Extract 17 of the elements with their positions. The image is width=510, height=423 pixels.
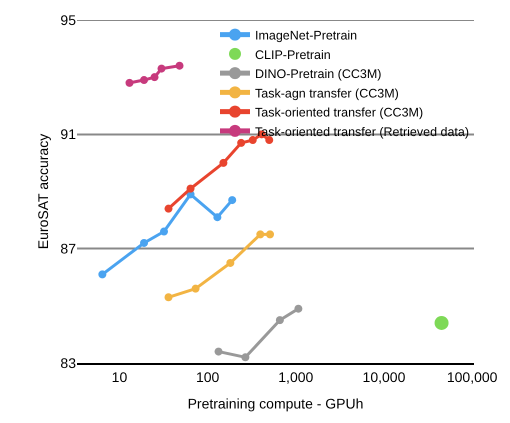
x-axis-title: Pretraining compute - GPUh — [188, 396, 364, 412]
x-tick-label: 100,000 — [446, 368, 498, 385]
y-tick-label: 83 — [60, 354, 76, 371]
x-tick-label: 10,000 — [362, 368, 406, 385]
y-tick-label: 87 — [60, 240, 76, 257]
legend-label: CLIP-Pretrain — [255, 48, 331, 62]
legend-label: Task-oriented transfer (CC3M) — [255, 106, 424, 120]
legend-label: DINO-Pretrain (CC3M) — [255, 67, 382, 81]
legend-label: Task-oriented transfer (Retrieved data) — [255, 124, 469, 139]
legend-label: Task-agn transfer (CC3M) — [255, 86, 399, 100]
y-tick-label: 91 — [60, 126, 76, 142]
x-tick-label: 10 — [112, 368, 128, 385]
x-tick-label: 100 — [196, 368, 220, 385]
legend-label: ImageNet-Pretrain — [255, 28, 358, 42]
y-axis-title: EuroSAT accuracy — [35, 134, 52, 250]
y-tick-label: 95 — [60, 12, 76, 28]
x-tick-label: 1,000 — [278, 368, 314, 385]
